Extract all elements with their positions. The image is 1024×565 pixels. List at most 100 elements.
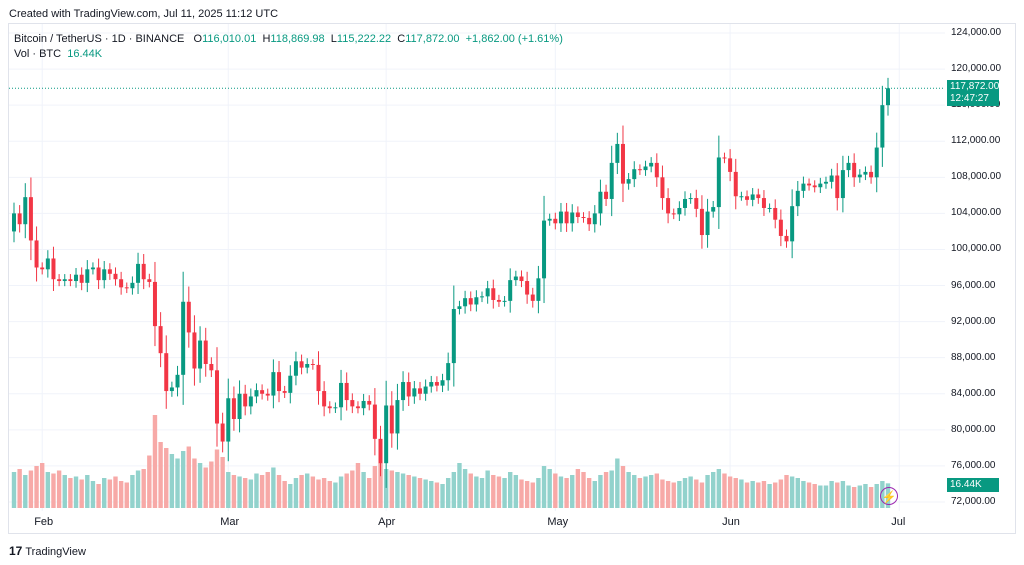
candle-body	[761, 198, 766, 208]
volume-bar	[818, 485, 823, 508]
volume-bar	[699, 482, 705, 508]
volume-bar	[462, 469, 468, 508]
candle-body	[136, 263, 141, 283]
volume-bar	[214, 449, 220, 508]
candle-body	[643, 166, 648, 171]
candle-body	[395, 400, 400, 434]
volume-bar	[412, 476, 417, 508]
candle-body	[654, 162, 659, 178]
candle-body	[609, 162, 614, 199]
candle-body	[282, 391, 287, 393]
volume-bar	[333, 482, 338, 508]
volume-bar	[547, 469, 552, 508]
candle-body	[869, 171, 874, 178]
volume-bar	[744, 482, 750, 508]
candle-body	[175, 374, 180, 388]
candle-body	[293, 361, 298, 376]
candle-body	[632, 169, 637, 180]
candle-body	[322, 391, 327, 407]
volume-bar	[56, 470, 62, 508]
candle-body	[429, 382, 434, 387]
volume-bar	[288, 484, 293, 508]
volume-bar	[11, 472, 17, 508]
open-label: O	[193, 33, 203, 45]
volume-bar	[350, 470, 355, 508]
volume-bar	[248, 479, 254, 508]
candle-body	[198, 340, 203, 369]
brand-name: TradingView	[25, 546, 86, 558]
volume-bar	[485, 470, 490, 508]
candle-body	[226, 398, 231, 442]
lightning-icon[interactable]: ⚡	[880, 487, 898, 505]
candle-body	[85, 269, 90, 283]
candle-body	[102, 269, 107, 281]
candle-body	[446, 363, 451, 381]
candle-body	[372, 404, 377, 439]
volume-bar	[502, 478, 507, 508]
footer-brand[interactable]: 17 TradingView	[9, 544, 86, 558]
candle-body	[575, 212, 580, 217]
volume-bar	[79, 479, 84, 508]
volume-bar	[609, 470, 614, 508]
candle-body	[327, 406, 332, 409]
high-value: 118,869.98	[270, 33, 325, 45]
candle-body	[113, 273, 118, 280]
candle-body	[119, 279, 124, 288]
candle-body	[604, 191, 609, 199]
volume-bar	[186, 446, 191, 508]
candle-body	[463, 298, 468, 307]
y-tick-label: 120,000.00	[951, 63, 1002, 75]
volume-bar	[575, 469, 581, 508]
candle-body	[361, 400, 366, 409]
candle-body	[863, 171, 868, 175]
high-label: H	[262, 33, 271, 45]
volume-bar	[671, 482, 676, 508]
volume-bar	[118, 481, 124, 508]
volume-bar	[197, 463, 203, 508]
candle-body	[705, 211, 710, 236]
candle-body	[243, 393, 248, 407]
volume-bar	[254, 473, 259, 508]
candle-body	[801, 183, 806, 191]
candle-body	[124, 287, 129, 289]
y-tick-label: 72,000.00	[951, 495, 996, 507]
candle-body	[547, 218, 552, 221]
y-tick-label: 80,000.00	[951, 423, 996, 435]
candle-body	[620, 143, 625, 184]
volume-bar	[519, 479, 524, 508]
candle-body	[649, 162, 654, 167]
volume-bar	[400, 473, 406, 508]
candle-body	[756, 194, 761, 199]
y-tick-label: 76,000.00	[951, 459, 996, 471]
volume-bar	[716, 469, 722, 508]
candle-body	[169, 387, 174, 392]
volume-bar	[130, 475, 135, 508]
tradingview-logo-icon: 17	[9, 544, 23, 558]
volume-bar	[259, 475, 265, 508]
volume-bar	[434, 482, 440, 508]
volume-bar	[237, 476, 242, 508]
volume-bar	[169, 454, 175, 508]
candle-body	[587, 217, 592, 225]
volume-bar	[231, 475, 237, 508]
candle-body	[829, 175, 834, 182]
x-tick-label: Feb	[34, 516, 54, 528]
volume-bar	[68, 478, 73, 508]
candle-body	[299, 361, 304, 368]
symbol-title[interactable]: Bitcoin / TetherUS · 1D · BINANCE	[14, 33, 185, 45]
candle-body	[818, 183, 823, 188]
volume-bar	[626, 472, 631, 508]
volume-bar	[784, 475, 789, 508]
x-tick-label: May	[547, 516, 569, 528]
volume-bar	[316, 479, 321, 508]
candle-body	[164, 353, 169, 392]
volume-bar	[581, 472, 586, 508]
last-price-value: 117,872.00	[950, 81, 1000, 93]
candle-body	[502, 300, 507, 302]
candle-body	[417, 388, 422, 394]
volume-bar	[338, 476, 344, 508]
volume-label[interactable]: Vol · BTC	[14, 48, 62, 60]
volume-bar	[152, 415, 158, 508]
candle-body	[406, 382, 411, 397]
